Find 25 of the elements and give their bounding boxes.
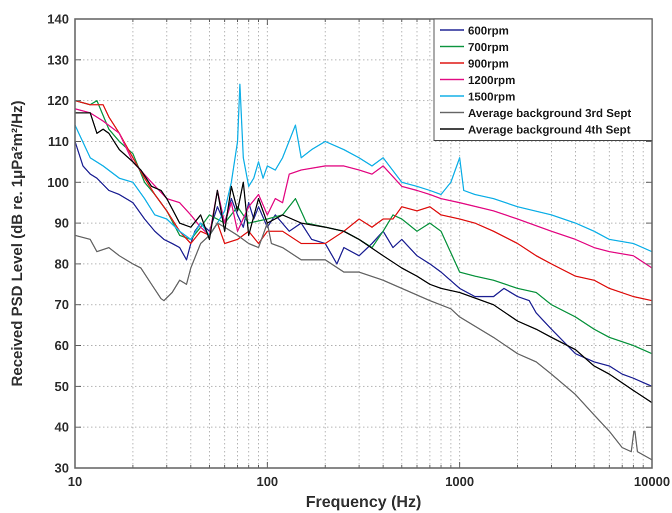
y-tick-label: 70	[54, 297, 69, 312]
legend-label: 1200rpm	[468, 75, 516, 87]
y-tick-label: 120	[47, 93, 69, 108]
x-tick-label: 100	[256, 474, 278, 489]
y-tick-label: 100	[47, 174, 69, 190]
y-tick-label: 60	[54, 338, 69, 354]
x-tick-label: 10	[68, 474, 82, 489]
y-tick-label: 40	[54, 420, 69, 435]
y-tick-label: 110	[48, 134, 69, 149]
x-axis-title: Frequency (Hz)	[306, 494, 422, 511]
y-axis-title: Received PSD Level (dB re. 1μPa²m²/Hz)	[9, 100, 26, 386]
y-tick-label: 90	[54, 216, 69, 231]
legend-label: Average background 3rd Sept	[468, 108, 632, 120]
y-tick-label: 130	[47, 52, 69, 68]
legend-label: 700rpm	[468, 42, 509, 54]
legend-label: 1500rpm	[468, 92, 516, 104]
y-tick-label: 30	[54, 460, 69, 476]
legend-label: 600rpm	[468, 26, 509, 38]
y-tick-label: 80	[54, 256, 69, 272]
legend-label: Average background 4th Sept	[468, 124, 631, 136]
x-tick-label: 1000	[445, 474, 474, 489]
y-tick-label: 50	[54, 378, 69, 394]
x-tick-label: 10000	[634, 474, 670, 489]
legend-label: 900rpm	[468, 58, 509, 70]
y-tick-label: 140	[47, 12, 69, 26]
